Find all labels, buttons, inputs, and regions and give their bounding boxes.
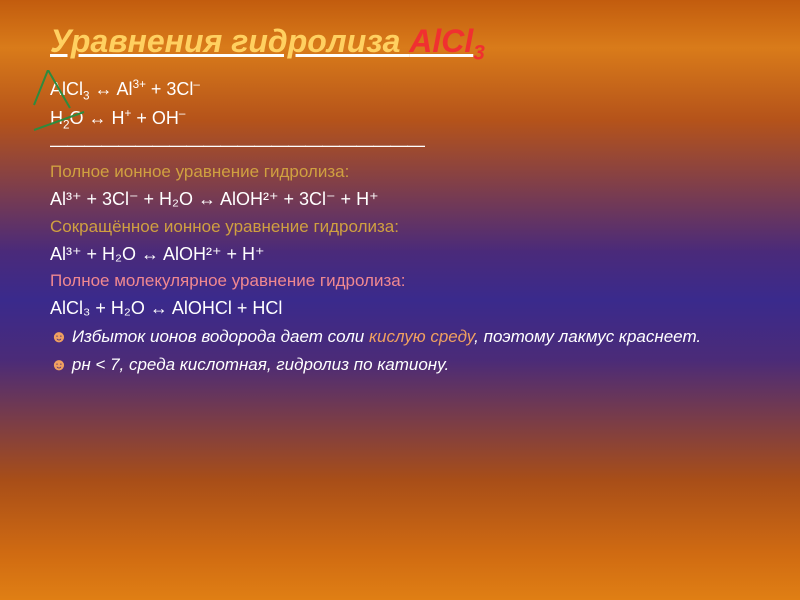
- bullet-icon: ☻: [50, 326, 68, 348]
- equation-full-ionic: Al³⁺ + 3Cl⁻ + H₂O ↔ AlOH²⁺ + 3Cl⁻ + H⁺: [50, 188, 750, 211]
- heading-molecular: Полное молекулярное уравнение гидролиза:: [50, 271, 750, 291]
- heading-full-ionic: Полное ионное уравнение гидролиза:: [50, 162, 750, 182]
- heading-short-ionic: Сокращённое ионное уравнение гидролиза:: [50, 217, 750, 237]
- slide: Уравнения гидролиза AlCl3 AlCl3 ↔ Al3+ +…: [0, 0, 800, 600]
- equation-molecular: AlCl₃ + H₂O ↔ AlOHCl + HCl: [50, 297, 750, 320]
- bullet-icon: ☻: [50, 354, 68, 376]
- equation-short-ionic: Al³⁺ + H₂O ↔ AlOH²⁺ + H⁺: [50, 243, 750, 266]
- title-formula: AlCl3: [409, 23, 485, 59]
- equation-dissoc-h2o: H2O ↔ H+ + OH–: [50, 107, 750, 130]
- note-ph: ☻рн < 7, среда кислотная, гидролиз по ка…: [50, 354, 750, 376]
- divider-line: ——————————————————————: [50, 135, 750, 156]
- note-emphasis: кислую среду: [369, 327, 474, 346]
- equation-dissoc-alcl3: AlCl3 ↔ Al3+ + 3Cl–: [50, 78, 750, 101]
- slide-title: Уравнения гидролиза AlCl3: [50, 22, 750, 60]
- note-excess-ions: ☻Избыток ионов водорода дает соли кислую…: [50, 326, 750, 348]
- title-text: Уравнения гидролиза: [50, 23, 409, 59]
